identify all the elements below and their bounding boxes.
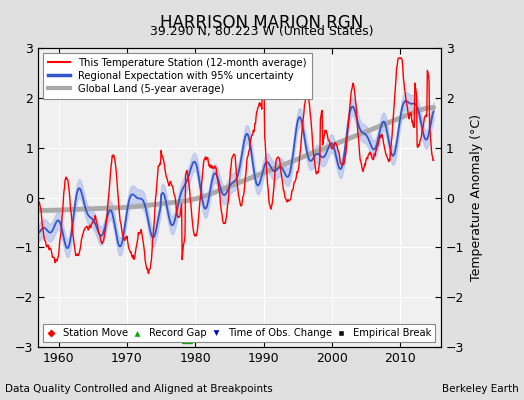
Text: Berkeley Earth: Berkeley Earth <box>442 384 519 394</box>
Text: Data Quality Controlled and Aligned at Breakpoints: Data Quality Controlled and Aligned at B… <box>5 384 273 394</box>
Text: 39.290 N, 80.223 W (United States): 39.290 N, 80.223 W (United States) <box>150 25 374 38</box>
Legend: Station Move, Record Gap, Time of Obs. Change, Empirical Break: Station Move, Record Gap, Time of Obs. C… <box>43 324 435 342</box>
Text: HARRISON MARION RGN: HARRISON MARION RGN <box>160 14 364 32</box>
Y-axis label: Temperature Anomaly (°C): Temperature Anomaly (°C) <box>470 114 483 281</box>
